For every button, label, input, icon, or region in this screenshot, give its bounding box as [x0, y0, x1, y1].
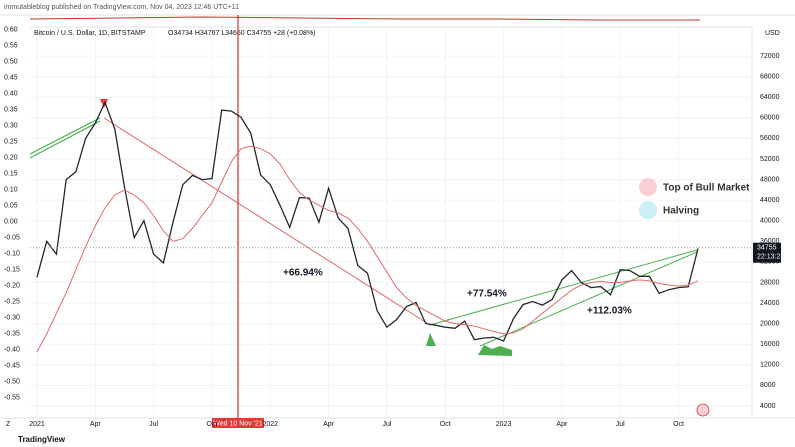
y2-tick-label: 0.60 [4, 27, 18, 34]
annotation: +112.03% [587, 306, 632, 317]
header: immutableblog published on TradingView.c… [4, 4, 239, 11]
y2-tick-label: 0.10 [4, 187, 18, 194]
x-tick-label: 2023 [496, 421, 512, 428]
y2-tick-label: -0.45 [4, 363, 20, 370]
x-tick-label: Jul [382, 421, 391, 428]
y2-tick-label: 0.45 [4, 75, 18, 82]
y2-tick-label: -0.55 [4, 395, 20, 402]
corner-label: Z [6, 421, 11, 428]
bottom-marker [478, 345, 512, 356]
crosshair-label: Wed 10 Nov '21 [213, 420, 263, 427]
y2-tick-label: -0.05 [4, 235, 20, 242]
brand: TradingView [18, 435, 66, 444]
legend-swatch [639, 201, 657, 219]
x-tick-label: Oct [440, 421, 451, 428]
trend-line [479, 251, 698, 347]
x-tick-label: Oct [207, 421, 218, 428]
annotation: +66.94% [283, 268, 323, 279]
legend-label: Top of Bull Market [663, 183, 750, 194]
y-tick-label: 72000 [760, 53, 780, 60]
x-tick-label: Apr [556, 421, 568, 428]
y2-tick-label: -0.40 [4, 347, 20, 354]
annotation: +77.54% [467, 289, 507, 300]
y-tick-label: 48000 [760, 176, 780, 183]
y2-tick-label: 0.50 [4, 59, 18, 66]
series-line [36, 145, 699, 353]
y-tick-label: 4000 [760, 403, 776, 410]
legend-label: Halving [663, 206, 699, 217]
y-tick-label: 36000 [760, 238, 780, 245]
x-tick-label: 2021 [29, 421, 45, 428]
y2-tick-label: 0.20 [4, 155, 18, 162]
trend-line [103, 117, 431, 326]
y-tick-label: 12000 [760, 362, 780, 369]
trend-line [29, 117, 101, 155]
y-tick-label: 28000 [760, 279, 780, 286]
last-price: 34755 [757, 245, 777, 252]
x-tick-label: Oct [673, 421, 684, 428]
y2-tick-label: 0.15 [4, 171, 18, 178]
y2-tick-label: 0.55 [4, 43, 18, 50]
y2-tick-label: 0.25 [4, 139, 18, 146]
y2-tick-label: -0.15 [4, 267, 20, 274]
crosshair-label-bg [212, 418, 264, 428]
y-tick-label: 60000 [760, 115, 780, 122]
x-tick-label: Jul [149, 421, 158, 428]
bottom-marker [426, 333, 436, 346]
y-tick-label: 16000 [760, 341, 780, 348]
y-tick-label: 56000 [760, 135, 780, 142]
last-price-bg [753, 242, 781, 263]
y-tick-label: 8000 [760, 382, 776, 389]
y2-tick-label: -0.50 [4, 379, 20, 386]
y2-tick-label: -0.10 [4, 251, 20, 258]
y-tick-label: 68000 [760, 73, 780, 80]
x-tick-label: Jul [616, 421, 625, 428]
y-tick-label: 24000 [760, 300, 780, 307]
x-tick-label: 2022 [262, 421, 278, 428]
y2-tick-label: -0.35 [4, 331, 20, 338]
y2-tick-label: -0.20 [4, 283, 20, 290]
trend-line [429, 249, 698, 326]
x-tick-label: Apr [323, 421, 335, 428]
x-tick-label: Apr [90, 421, 102, 428]
y-tick-label: 44000 [760, 197, 780, 204]
grid [30, 27, 752, 418]
y2-tick-label: -0.25 [4, 299, 20, 306]
top-oscillator [29, 16, 700, 21]
y-tick-label: 52000 [760, 156, 780, 163]
y-tick-label: 40000 [760, 218, 780, 225]
y2-tick-label: 0.40 [4, 91, 18, 98]
symbol: Bitcoin / U.S. Dollar, 1D, BITSTAMP [34, 30, 146, 37]
y2-tick-label: 0.30 [4, 123, 18, 130]
y2-tick-label: -0.30 [4, 315, 20, 322]
y2-tick-label: 0.05 [4, 203, 18, 210]
y-tick-label: 64000 [760, 94, 780, 101]
trend-line [29, 120, 101, 159]
y-tick-label: 20000 [760, 320, 780, 327]
ohlc: O34734 H34767 L34660 C34755 +28 (+0.08%) [168, 30, 316, 37]
currency: USD [765, 30, 780, 37]
y2-tick-label: 0.35 [4, 107, 18, 114]
series-line [36, 100, 699, 342]
legend-swatch [639, 178, 657, 196]
event-icon[interactable] [696, 403, 710, 417]
y2-tick-label: 0.00 [4, 219, 18, 226]
countdown: 22:13:23 [757, 254, 784, 261]
